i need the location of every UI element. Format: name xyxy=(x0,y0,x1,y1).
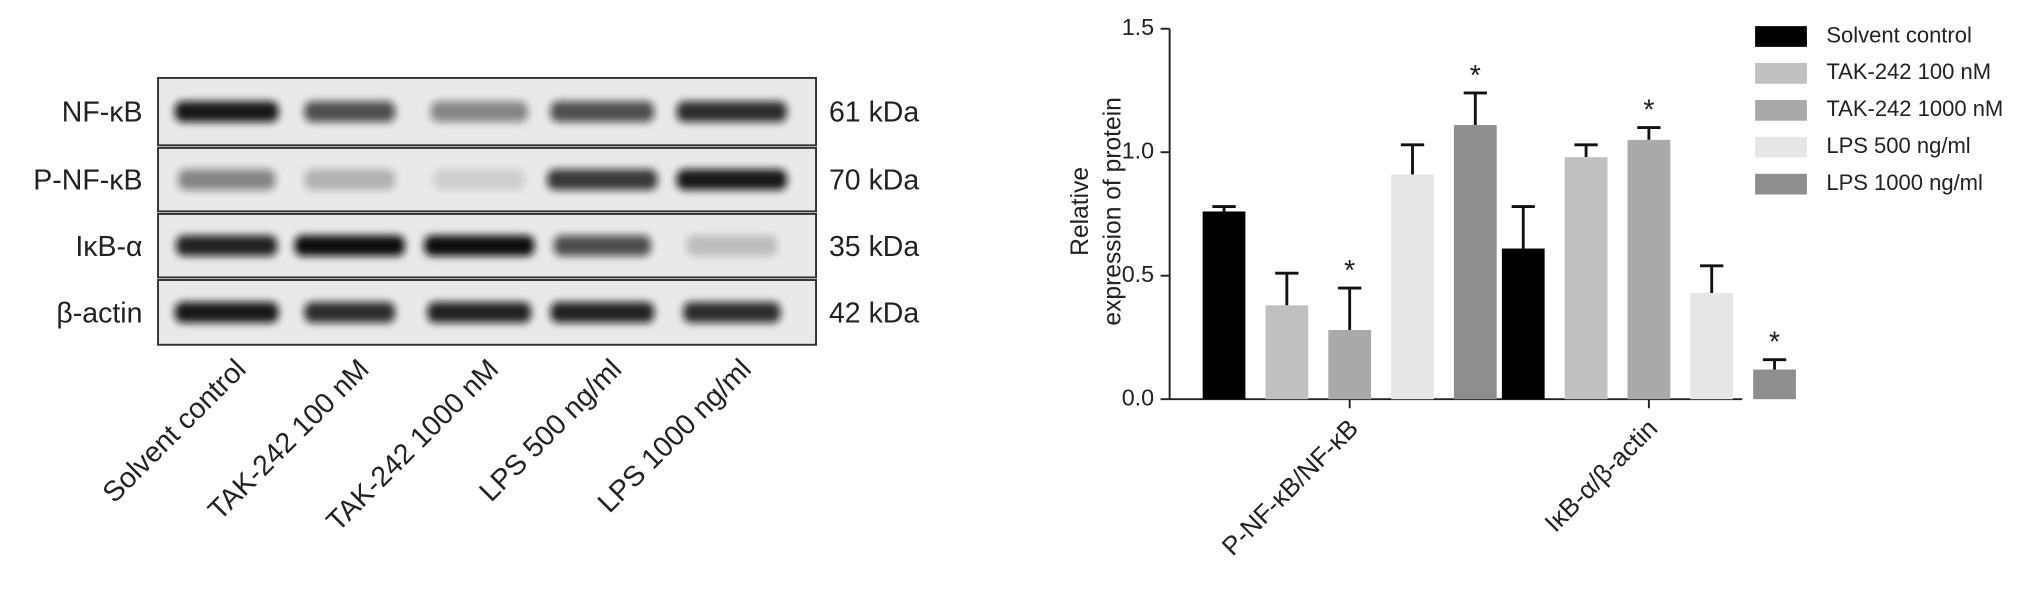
bar xyxy=(1453,125,1497,400)
error-bar xyxy=(1762,358,1787,370)
error-bar xyxy=(1338,286,1362,331)
blot-band xyxy=(683,302,781,323)
legend-swatch xyxy=(1755,63,1807,84)
blot-band xyxy=(304,101,396,122)
row-label: IκB-α xyxy=(75,231,142,263)
legend-label: Solvent control xyxy=(1826,22,1972,47)
error-bar xyxy=(1212,205,1236,212)
blot-band xyxy=(304,169,396,190)
error-bar xyxy=(1511,205,1535,249)
blot-band xyxy=(547,169,658,190)
bar xyxy=(1564,157,1608,400)
legend-label: TAK-242 100 nM xyxy=(1826,59,1991,84)
legend-swatch xyxy=(1755,26,1807,47)
blot-band xyxy=(676,101,787,122)
significance-mark: * xyxy=(1470,60,1481,92)
y-tick-label: 1.5 xyxy=(1122,14,1154,40)
bar xyxy=(1753,369,1796,400)
significance-mark: * xyxy=(1769,327,1780,359)
blot-band xyxy=(176,235,278,257)
error-bar xyxy=(1275,271,1299,306)
legend-swatch xyxy=(1755,173,1807,195)
blot-band xyxy=(294,235,405,257)
row-label: P-NF-κB xyxy=(33,165,142,197)
legend-label: LPS 500 ng/ml xyxy=(1826,133,1970,158)
bar xyxy=(1265,305,1309,400)
bar xyxy=(1391,174,1434,400)
blot-band xyxy=(550,101,655,122)
significance-mark: * xyxy=(1643,95,1654,127)
y-tick-label: 0.5 xyxy=(1122,261,1154,287)
error-bar xyxy=(1700,264,1724,293)
blot-band xyxy=(178,169,276,190)
legend-label: LPS 1000 ng/ml xyxy=(1826,170,1983,195)
error-bar xyxy=(1574,143,1598,158)
y-tick-label: 0.0 xyxy=(1122,384,1154,410)
error-bar xyxy=(1637,126,1661,140)
blot-band xyxy=(304,302,396,323)
bar xyxy=(1627,139,1671,400)
blot-band xyxy=(430,101,528,122)
blot-band xyxy=(424,235,535,257)
legend-swatch xyxy=(1755,99,1807,121)
blot-band xyxy=(427,302,532,323)
y-axis-label: expression of protein xyxy=(1099,97,1126,325)
bar xyxy=(1328,330,1372,400)
legend-swatch xyxy=(1755,136,1807,158)
blot-band xyxy=(433,169,525,190)
legend-label: TAK-242 1000 nM xyxy=(1826,96,2003,121)
size-label: 35 kDa xyxy=(829,231,919,263)
x-tick-label: IκB-α/β-actin xyxy=(1540,414,1663,537)
size-label: 61 kDa xyxy=(829,97,919,129)
error-bar xyxy=(1400,143,1425,175)
blot-band xyxy=(174,101,279,122)
y-axis-label: Relative xyxy=(1067,167,1094,256)
bar xyxy=(1690,292,1734,400)
size-label: 70 kDa xyxy=(829,165,919,197)
blot-band xyxy=(686,235,778,257)
row-label: NF-κB xyxy=(62,97,143,129)
blot-band xyxy=(174,302,279,323)
row-label: β-actin xyxy=(56,298,142,330)
bar xyxy=(1202,211,1246,400)
y-tick-label: 1.0 xyxy=(1122,137,1154,163)
size-label: 42 kDa xyxy=(829,298,919,330)
blot-band xyxy=(676,169,787,190)
bar xyxy=(1501,248,1545,400)
significance-mark: * xyxy=(1344,255,1355,287)
x-tick-label: P-NF-κB/NF-κB xyxy=(1217,414,1364,561)
blot-band xyxy=(553,235,651,257)
error-bar xyxy=(1463,91,1487,126)
blot-band xyxy=(550,302,655,323)
